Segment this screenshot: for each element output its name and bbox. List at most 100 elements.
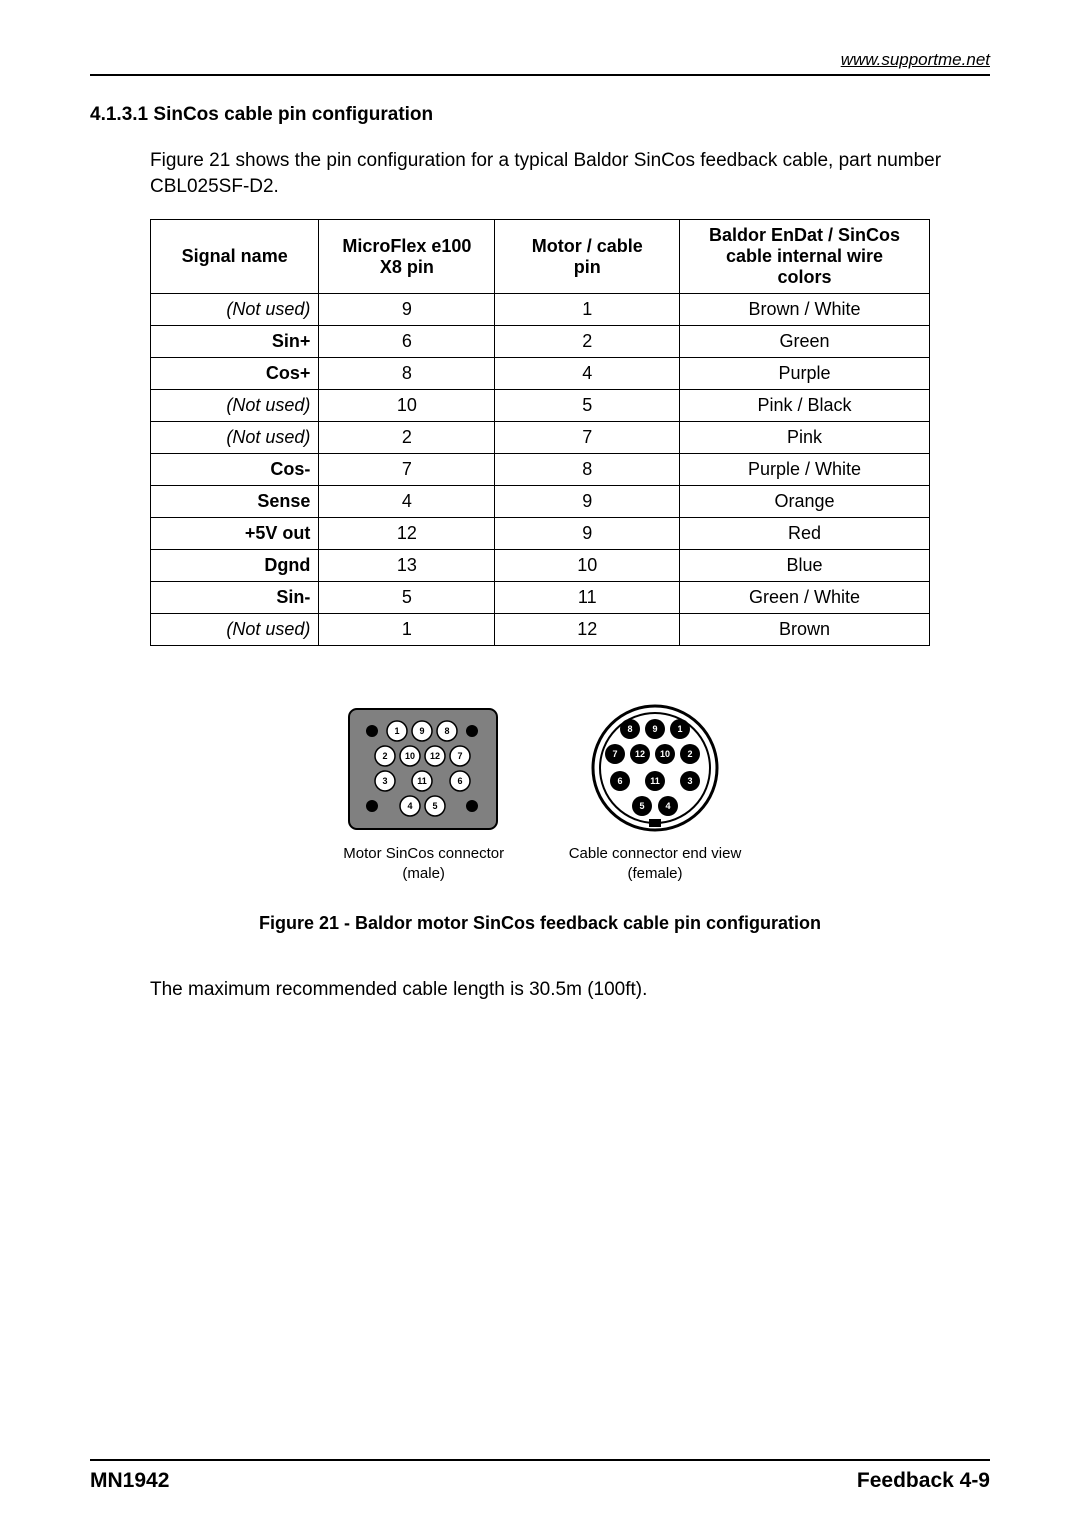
connectors-row: 1 9 8 2 10 12 7 3 11 6 4 5 Motor SinCos connector (… bbox=[90, 701, 990, 883]
svg-text:2: 2 bbox=[688, 749, 693, 759]
table-row: (Not used)105Pink / Black bbox=[151, 390, 930, 422]
svg-text:11: 11 bbox=[417, 776, 427, 786]
female-connector-caption: Cable connector end view (female) bbox=[569, 844, 742, 883]
table-header-row: Signal name MicroFlex e100X8 pin Motor /… bbox=[151, 220, 930, 294]
svg-text:1: 1 bbox=[394, 726, 399, 736]
cell-x8: 4 bbox=[319, 486, 495, 518]
svg-text:11: 11 bbox=[651, 776, 661, 786]
cell-color: Red bbox=[680, 518, 930, 550]
cell-motor: 4 bbox=[495, 358, 680, 390]
cell-x8: 7 bbox=[319, 454, 495, 486]
svg-text:7: 7 bbox=[613, 749, 618, 759]
male-connector-block: 1 9 8 2 10 12 7 3 11 6 4 5 Motor SinCos connector (… bbox=[339, 701, 509, 883]
female-connector-block: 891712102611354 Cable connector end view… bbox=[569, 701, 742, 883]
cell-x8: 12 bbox=[319, 518, 495, 550]
cell-x8: 10 bbox=[319, 390, 495, 422]
cell-x8: 1 bbox=[319, 614, 495, 646]
section-title: SinCos cable pin configuration bbox=[153, 104, 433, 125]
cell-x8: 2 bbox=[319, 422, 495, 454]
cell-signal: (Not used) bbox=[151, 614, 319, 646]
cell-color: Blue bbox=[680, 550, 930, 582]
female-connector-diagram: 891712102611354 bbox=[572, 701, 737, 836]
cell-color: Purple bbox=[680, 358, 930, 390]
cell-color: Purple / White bbox=[680, 454, 930, 486]
svg-text:5: 5 bbox=[640, 801, 645, 811]
cell-x8: 6 bbox=[319, 326, 495, 358]
male-connector-caption: Motor SinCos connector (male) bbox=[343, 844, 504, 883]
svg-text:9: 9 bbox=[419, 726, 424, 736]
svg-text:10: 10 bbox=[405, 751, 415, 761]
pin-config-table: Signal name MicroFlex e100X8 pin Motor /… bbox=[150, 219, 930, 646]
cell-signal: (Not used) bbox=[151, 390, 319, 422]
table-row: (Not used)91Brown / White bbox=[151, 294, 930, 326]
cell-signal: Dgnd bbox=[151, 550, 319, 582]
svg-text:5: 5 bbox=[432, 801, 437, 811]
table-row: Cos-78Purple / White bbox=[151, 454, 930, 486]
cell-color: Orange bbox=[680, 486, 930, 518]
svg-text:4: 4 bbox=[407, 801, 412, 811]
svg-text:8: 8 bbox=[628, 724, 633, 734]
male-connector-diagram: 1 9 8 2 10 12 7 3 11 6 4 5 bbox=[339, 701, 509, 836]
cell-x8: 9 bbox=[319, 294, 495, 326]
female-caption-line2: (female) bbox=[627, 865, 682, 882]
cell-x8: 13 bbox=[319, 550, 495, 582]
cell-signal: Sense bbox=[151, 486, 319, 518]
cell-signal: Sin- bbox=[151, 582, 319, 614]
female-caption-line1: Cable connector end view bbox=[569, 845, 742, 862]
cell-color: Green / White bbox=[680, 582, 930, 614]
cell-motor: 12 bbox=[495, 614, 680, 646]
cell-signal: +5V out bbox=[151, 518, 319, 550]
svg-text:7: 7 bbox=[457, 751, 462, 761]
intro-paragraph: Figure 21 shows the pin configuration fo… bbox=[150, 148, 990, 199]
cell-signal: Cos+ bbox=[151, 358, 319, 390]
cell-motor: 2 bbox=[495, 326, 680, 358]
cell-motor: 1 bbox=[495, 294, 680, 326]
cell-color: Green bbox=[680, 326, 930, 358]
footer-rule bbox=[90, 1459, 990, 1461]
cell-motor: 7 bbox=[495, 422, 680, 454]
svg-text:8: 8 bbox=[444, 726, 449, 736]
cell-signal: Cos- bbox=[151, 454, 319, 486]
svg-text:6: 6 bbox=[618, 776, 623, 786]
cell-motor: 8 bbox=[495, 454, 680, 486]
col-header-signal: Signal name bbox=[151, 220, 319, 294]
figure-caption: Figure 21 - Baldor motor SinCos feedback… bbox=[90, 913, 990, 934]
cell-x8: 5 bbox=[319, 582, 495, 614]
table-row: Sense49Orange bbox=[151, 486, 930, 518]
cell-signal: (Not used) bbox=[151, 422, 319, 454]
table-row: (Not used)27Pink bbox=[151, 422, 930, 454]
col-header-x8: MicroFlex e100X8 pin bbox=[319, 220, 495, 294]
cell-color: Pink bbox=[680, 422, 930, 454]
cell-motor: 9 bbox=[495, 518, 680, 550]
table-row: Sin+62Green bbox=[151, 326, 930, 358]
table-row: (Not used)112Brown bbox=[151, 614, 930, 646]
svg-text:3: 3 bbox=[382, 776, 387, 786]
svg-text:10: 10 bbox=[660, 749, 670, 759]
footer-right: Feedback 4-9 bbox=[857, 1469, 990, 1493]
svg-text:12: 12 bbox=[430, 751, 440, 761]
cell-color: Brown bbox=[680, 614, 930, 646]
svg-text:9: 9 bbox=[653, 724, 658, 734]
table-row: Sin-511Green / White bbox=[151, 582, 930, 614]
cell-signal: (Not used) bbox=[151, 294, 319, 326]
col-header-color: Baldor EnDat / SinCoscable internal wire… bbox=[680, 220, 930, 294]
footer-left: MN1942 bbox=[90, 1469, 169, 1493]
svg-text:6: 6 bbox=[457, 776, 462, 786]
cell-color: Pink / Black bbox=[680, 390, 930, 422]
svg-text:3: 3 bbox=[688, 776, 693, 786]
table-row: Dgnd1310Blue bbox=[151, 550, 930, 582]
svg-text:4: 4 bbox=[666, 801, 671, 811]
cell-motor: 5 bbox=[495, 390, 680, 422]
after-text: The maximum recommended cable length is … bbox=[150, 979, 990, 1001]
section-number: 4.1.3.1 bbox=[90, 104, 148, 125]
page-footer: MN1942 Feedback 4-9 bbox=[90, 1459, 990, 1493]
col-header-motor: Motor / cablepin bbox=[495, 220, 680, 294]
male-caption-line1: Motor SinCos connector bbox=[343, 845, 504, 862]
svg-text:2: 2 bbox=[382, 751, 387, 761]
section-heading: 4.1.3.1 SinCos cable pin configuration bbox=[90, 104, 990, 126]
cell-signal: Sin+ bbox=[151, 326, 319, 358]
table-row: +5V out129Red bbox=[151, 518, 930, 550]
table-row: Cos+84Purple bbox=[151, 358, 930, 390]
svg-text:12: 12 bbox=[635, 749, 645, 759]
male-caption-line2: (male) bbox=[402, 865, 445, 882]
